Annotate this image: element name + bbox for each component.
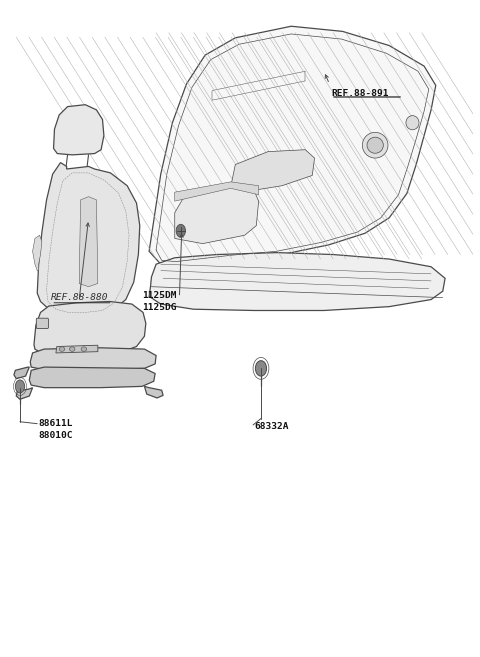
Polygon shape xyxy=(231,150,314,191)
Polygon shape xyxy=(33,235,42,271)
Polygon shape xyxy=(14,367,29,378)
Polygon shape xyxy=(149,252,445,311)
Text: REF.88-891: REF.88-891 xyxy=(331,89,388,99)
Text: 1125DM: 1125DM xyxy=(142,290,177,300)
Circle shape xyxy=(255,361,266,376)
Polygon shape xyxy=(29,367,155,388)
Ellipse shape xyxy=(406,116,419,130)
Ellipse shape xyxy=(367,137,384,153)
Polygon shape xyxy=(16,388,33,399)
Ellipse shape xyxy=(362,132,388,158)
FancyBboxPatch shape xyxy=(36,318,48,328)
Text: 68332A: 68332A xyxy=(254,422,288,431)
Polygon shape xyxy=(175,182,259,201)
Polygon shape xyxy=(30,348,156,370)
Polygon shape xyxy=(34,302,146,357)
Circle shape xyxy=(15,380,24,393)
Text: REF.88-880: REF.88-880 xyxy=(51,293,109,302)
Text: 1125DG: 1125DG xyxy=(142,303,177,312)
Polygon shape xyxy=(56,345,98,353)
Ellipse shape xyxy=(59,347,65,351)
Polygon shape xyxy=(79,196,98,286)
Polygon shape xyxy=(175,187,259,244)
Circle shape xyxy=(176,224,185,237)
Ellipse shape xyxy=(70,347,75,351)
Polygon shape xyxy=(144,386,163,398)
Text: 88010C: 88010C xyxy=(38,432,73,440)
Polygon shape xyxy=(149,26,436,265)
Text: 88611L: 88611L xyxy=(38,419,73,428)
Ellipse shape xyxy=(81,347,87,351)
Polygon shape xyxy=(54,104,104,155)
Polygon shape xyxy=(37,162,140,315)
